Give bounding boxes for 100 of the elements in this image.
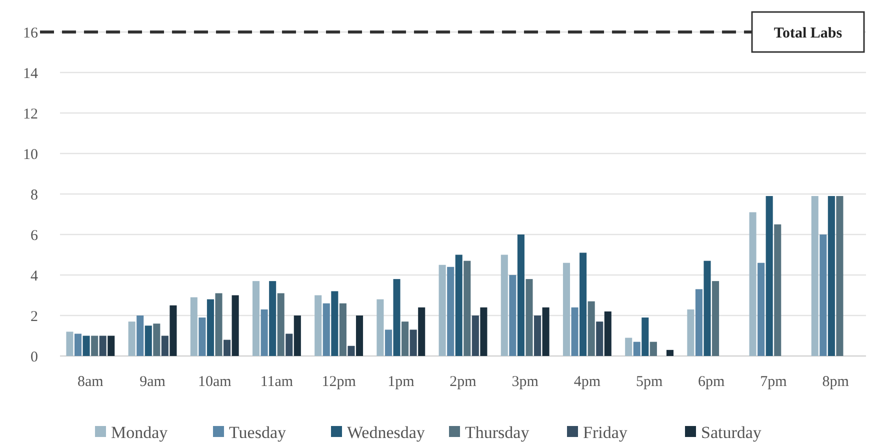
bar [588,301,595,356]
x-tick-label: 3pm [512,374,539,390]
bar [348,346,355,356]
bar [642,318,649,356]
bar [410,330,417,356]
bar [402,322,409,356]
bar [650,342,657,356]
bar [455,254,462,356]
bar [836,196,844,356]
bar [509,275,516,356]
legend-label: Monday [111,422,168,442]
bar [580,252,587,356]
y-tick-label: 16 [23,25,38,42]
bar [774,224,782,356]
bar [260,309,268,356]
bar [480,307,488,356]
x-tick-label: 1pm [388,374,415,390]
bar [447,266,454,356]
bar [562,262,570,356]
bar [82,336,90,356]
bar [153,324,160,356]
bar [136,316,144,356]
bar [604,311,612,356]
bar [625,338,632,356]
x-tick-label: 9am [140,374,166,390]
x-tick-label: 2pm [450,374,477,390]
bar [232,295,239,356]
bar [695,289,702,356]
bar [99,336,106,356]
bar [190,297,198,356]
x-tick-label: 8am [78,374,104,390]
bar [170,305,177,356]
bar [820,234,827,356]
bar [277,293,284,356]
bar [542,307,550,356]
x-tick-label: 11am [260,374,294,390]
bar [811,196,818,356]
bar [215,293,222,356]
bar [74,334,82,356]
bar [144,326,152,356]
y-tick-label: 12 [23,106,38,122]
x-tick-label: 4pm [574,374,601,390]
bar [758,262,765,356]
ref-line-label: Total Labs [774,25,842,42]
legend-label: Tuesday [229,422,286,442]
legend-label: Saturday [701,422,762,442]
y-tick-label: 6 [30,228,38,244]
bar [472,316,479,356]
bar [356,316,364,356]
y-tick-label: 14 [23,66,38,82]
bar [666,350,674,356]
bar [571,307,578,356]
bar [322,303,330,356]
bar [534,316,542,356]
bar [500,254,508,356]
bar [464,260,471,356]
y-tick-label: 4 [30,268,38,284]
bar [384,330,392,356]
x-tick-label: 6pm [698,374,726,390]
x-tick-label: 7pm [760,374,788,390]
y-tick-label: 2 [30,308,38,325]
y-tick-label: 0 [30,349,38,366]
bar [314,295,322,356]
bar [712,281,720,356]
bar [418,307,426,356]
bar [596,322,604,356]
bar [749,212,756,356]
y-tick-label: 10 [23,146,38,163]
bar [91,336,98,356]
bar [828,196,835,356]
bar [517,234,524,356]
bar [224,340,231,356]
bar [269,281,276,356]
x-tick-label: 8pm [822,374,850,390]
bar [128,322,136,356]
bar [687,309,694,356]
y-tick-label: 8 [30,187,38,204]
bar [294,316,301,356]
legend-label: Wednesday [347,422,426,442]
bar [331,291,338,356]
legend-label: Friday [583,422,628,442]
x-tick-label: 5pm [636,374,663,390]
x-tick-label: 12pm [322,374,356,390]
bar [286,334,293,356]
bar [206,299,214,356]
bar [393,279,400,356]
bar [161,336,168,356]
bar [108,336,115,356]
bar [766,196,773,356]
bar [252,281,260,356]
x-tick-label: 10am [198,374,232,390]
bar [66,332,74,356]
bar [376,299,384,356]
bar [438,264,446,356]
bar [704,260,711,356]
bar [526,279,533,356]
legend-label: Thursday [465,422,530,442]
bar [339,303,346,356]
bar [633,342,640,356]
bar [198,318,206,356]
